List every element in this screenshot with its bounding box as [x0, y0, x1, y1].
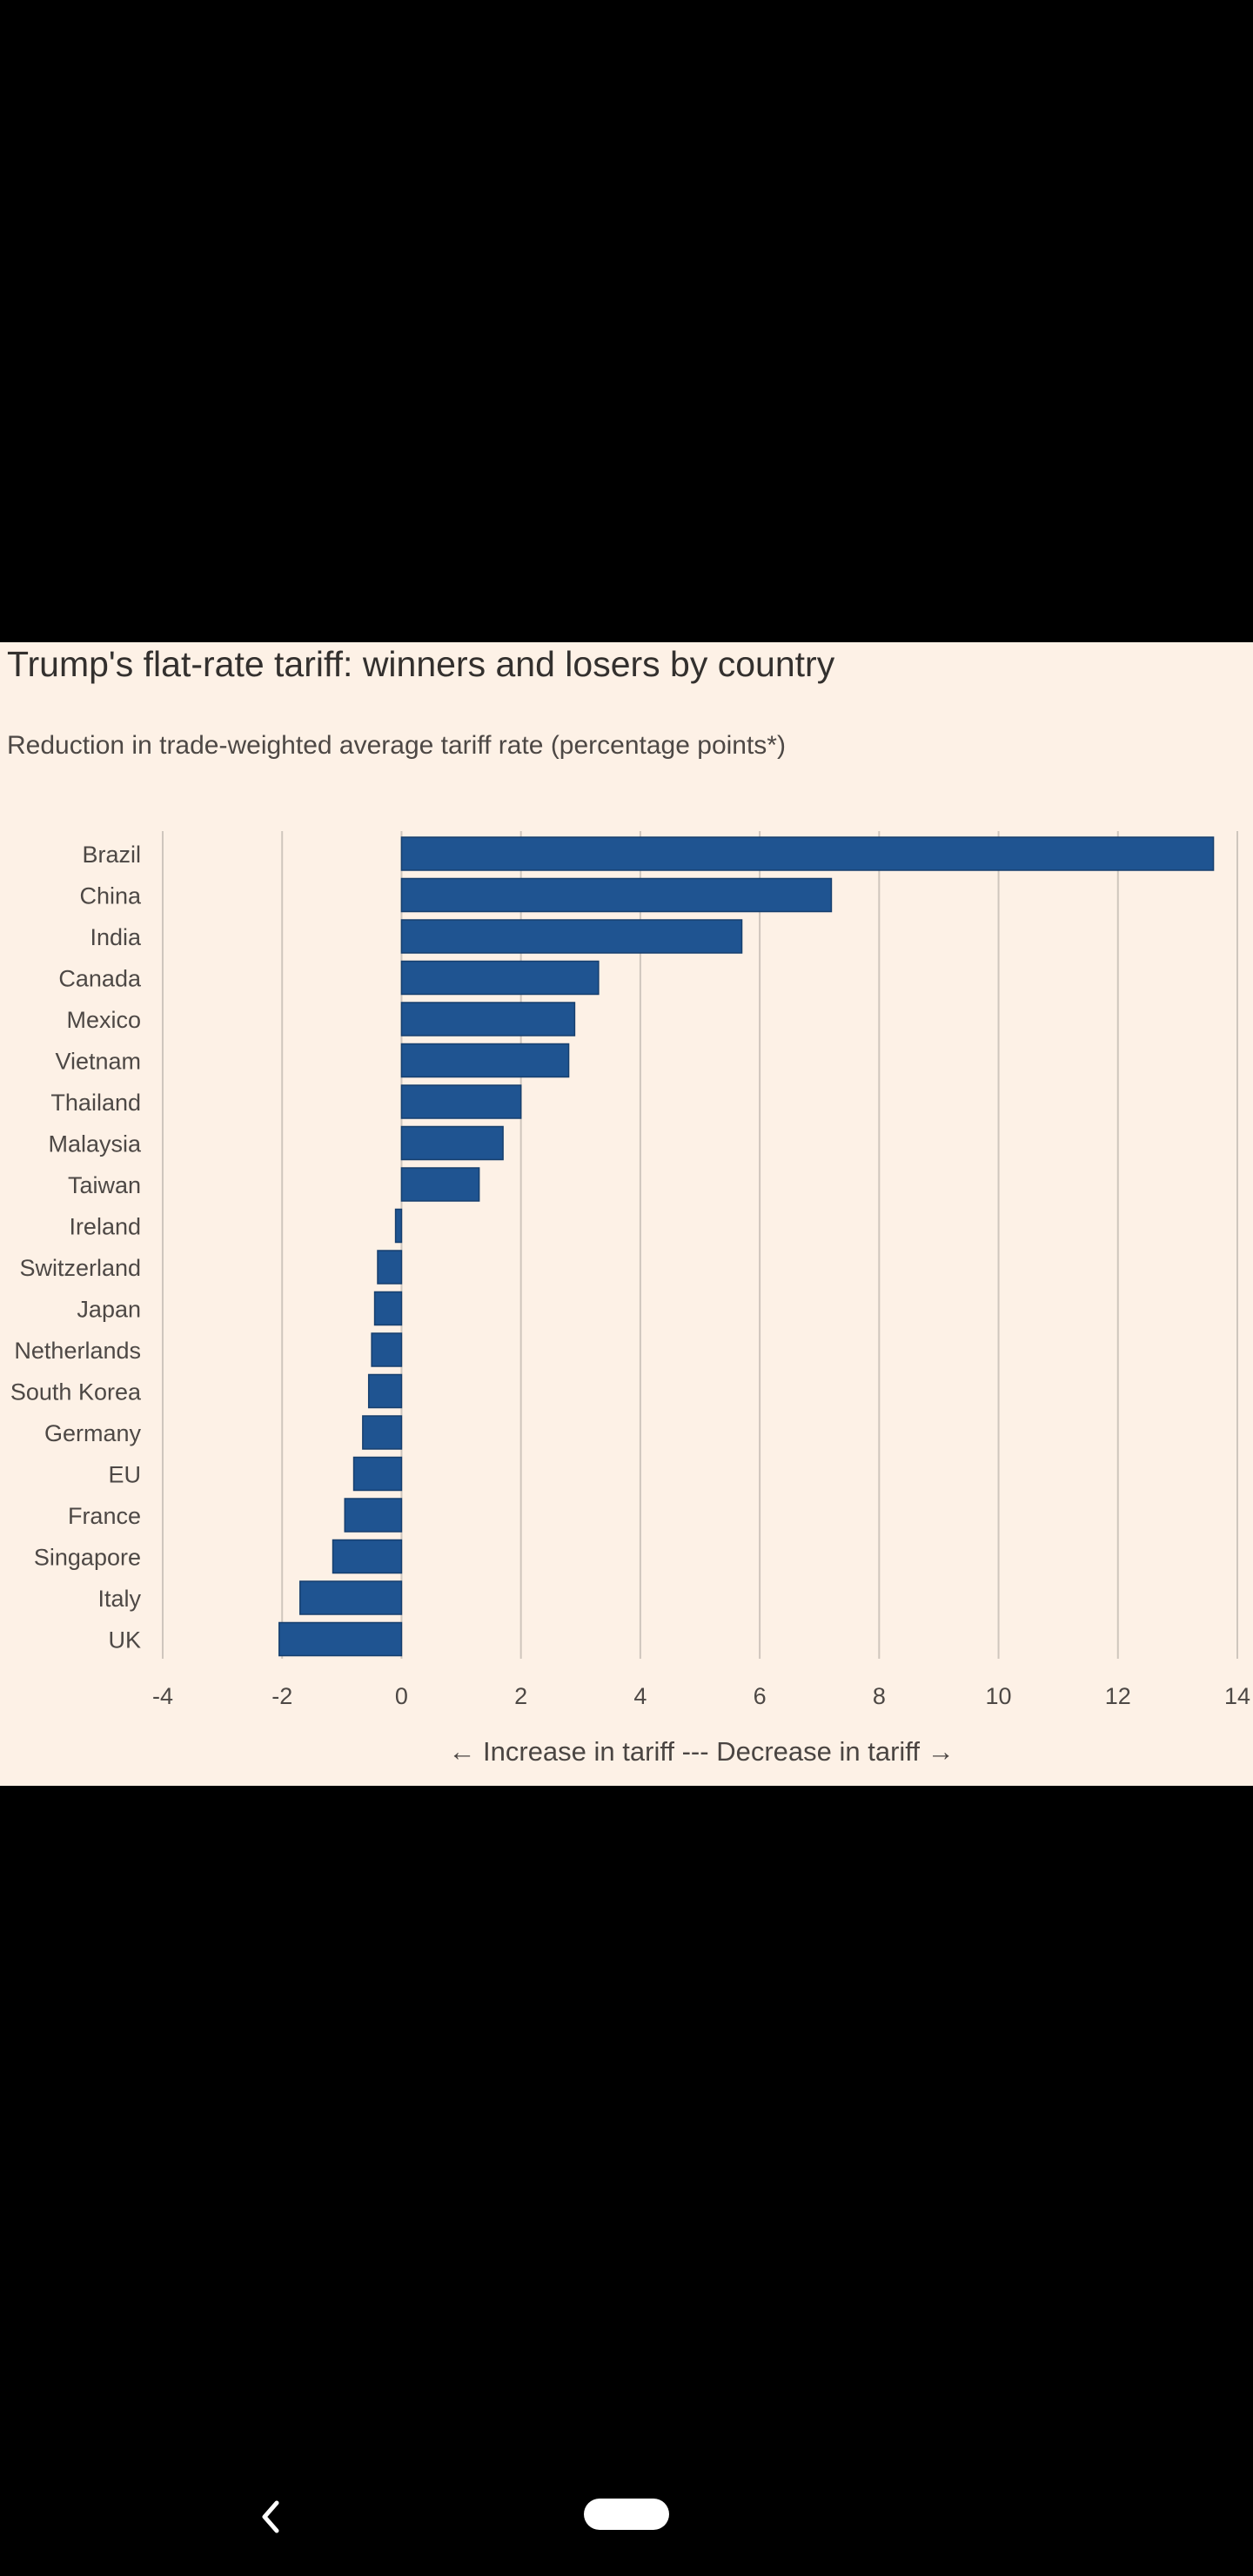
category-label: Vietnam	[55, 1049, 141, 1075]
home-pill-icon[interactable]	[584, 2499, 669, 2530]
x-tick-label: 8	[873, 1683, 886, 1709]
bar-vietnam	[400, 1043, 570, 1078]
bar-switzerland	[377, 1250, 403, 1285]
bar-germany	[362, 1415, 403, 1450]
chart-subtitle: Reduction in trade-weighted average tari…	[7, 731, 786, 760]
chevron-left-icon	[262, 2500, 279, 2533]
x-tick-label: 12	[1105, 1683, 1131, 1709]
bar-canada	[400, 960, 600, 996]
category-label: Taiwan	[68, 1172, 141, 1198]
x-tick-label: 0	[395, 1683, 408, 1709]
category-label: Ireland	[69, 1214, 141, 1240]
bar-china	[400, 877, 833, 913]
category-label: Canada	[58, 966, 142, 992]
category-label: Japan	[77, 1297, 141, 1323]
x-tick-label: -4	[152, 1683, 173, 1709]
category-label: China	[79, 883, 142, 909]
x-tick-label: 2	[514, 1683, 527, 1709]
bar-france	[344, 1498, 403, 1533]
x-axis-ticks: -4 -2 0 2 4 6 8 10 12 14	[152, 1683, 1250, 1709]
chart-card	[0, 642, 1253, 1786]
bar-netherlands	[371, 1332, 403, 1367]
x-tick-label: 4	[633, 1683, 647, 1709]
x-tick-label: -2	[271, 1683, 292, 1709]
category-label: Switzerland	[19, 1255, 141, 1281]
bar-italy	[299, 1580, 403, 1615]
bar-japan	[373, 1291, 403, 1326]
bar-eu	[352, 1456, 403, 1492]
category-label: India	[90, 924, 142, 950]
x-axis-label: ← Increase in tariff --- Decrease in tar…	[448, 1736, 954, 1767]
back-button[interactable]	[252, 2498, 291, 2536]
bar-brazil	[400, 836, 1215, 871]
category-label: South Korea	[10, 1379, 142, 1405]
category-label: EU	[108, 1462, 141, 1488]
category-labels: Brazil China India Canada Mexico Vietnam Thail…	[10, 842, 142, 1654]
bar-taiwan	[400, 1167, 480, 1202]
category-label: Singapore	[34, 1545, 141, 1571]
bar-ireland	[394, 1208, 403, 1244]
category-label: Mexico	[66, 1007, 141, 1033]
chart-title: Trump's flat-rate tariff: winners and lo…	[7, 644, 835, 684]
category-label: France	[68, 1503, 141, 1529]
category-label: UK	[108, 1627, 141, 1654]
x-tick-label: 10	[986, 1683, 1012, 1709]
category-label: Germany	[44, 1420, 142, 1446]
gridlines	[162, 831, 1238, 1659]
bar-malaysia	[400, 1125, 504, 1161]
bar-uk	[278, 1621, 403, 1657]
category-label: Brazil	[82, 842, 141, 868]
x-tick-label: 14	[1224, 1683, 1250, 1709]
bars	[278, 836, 1215, 1657]
category-label: Netherlands	[14, 1338, 141, 1364]
bar-singapore	[332, 1539, 403, 1574]
bar-thailand	[400, 1084, 522, 1119]
category-label: Malaysia	[48, 1131, 142, 1157]
bar-india	[400, 919, 743, 954]
category-label: Thailand	[50, 1090, 141, 1116]
bar-south-korea	[367, 1373, 403, 1409]
bar-mexico	[400, 1002, 576, 1036]
system-nav-bar	[0, 2454, 1253, 2559]
category-label: Italy	[97, 1586, 141, 1612]
x-tick-label: 6	[754, 1683, 767, 1709]
